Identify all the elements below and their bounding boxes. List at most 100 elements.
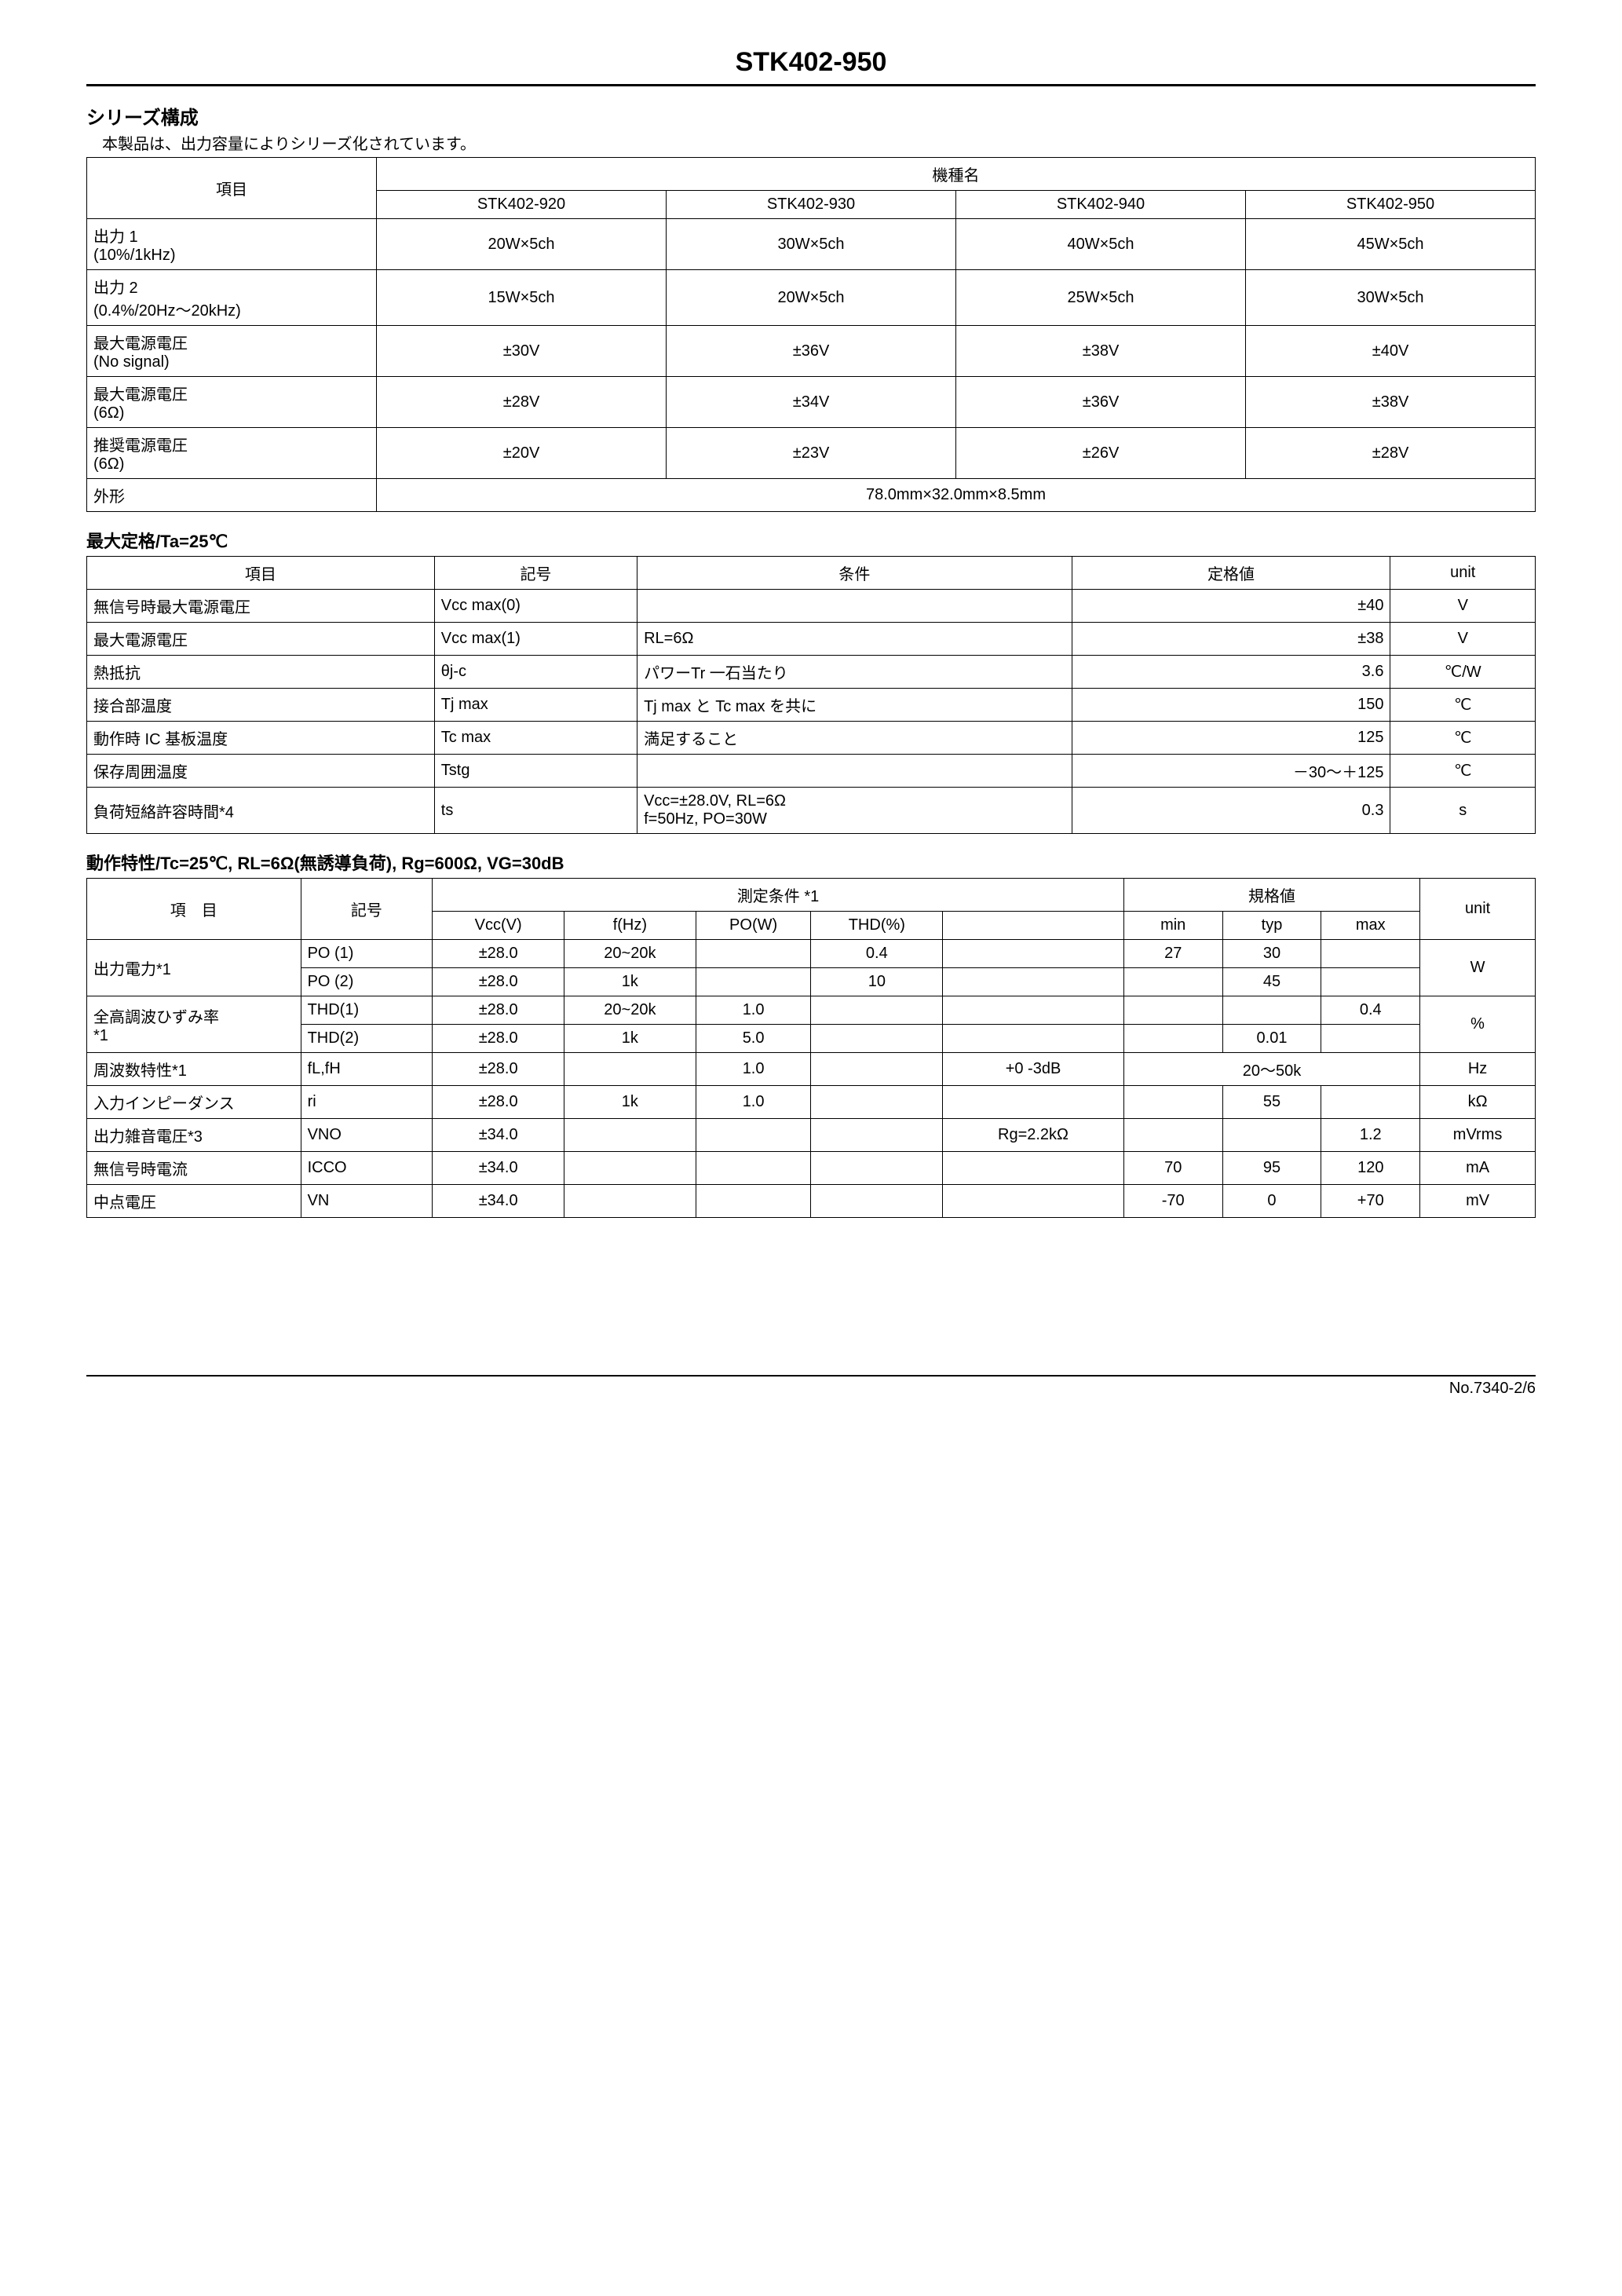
mr-unit: ℃ [1390, 722, 1536, 755]
series-row-val: ±28V [377, 377, 667, 428]
series-row-label: 推奨電源電圧(6Ω) [87, 428, 377, 479]
series-row-val: ±26V [956, 428, 1246, 479]
mr-unit: s [1390, 788, 1536, 834]
page-title: STK402-950 [86, 47, 1536, 86]
oc-typ: 0 [1222, 1185, 1321, 1218]
mr-val: 150 [1072, 689, 1390, 722]
oc-sym: THD(2) [301, 1025, 433, 1053]
mr-h-unit: unit [1390, 557, 1536, 590]
oc-unit: mVrms [1420, 1119, 1536, 1152]
oc-po [696, 1119, 811, 1152]
series-model: STK402-930 [667, 191, 956, 219]
oc-unit: mA [1420, 1152, 1536, 1185]
oc-sym: THD(1) [301, 996, 433, 1025]
opchar-title: 動作特性/Tc=25℃, RL=6Ω(無誘導負荷), Rg=600Ω, VG=3… [86, 850, 1536, 875]
oc-vcc: ±28.0 [433, 996, 564, 1025]
oc-sub-thd: THD(%) [811, 912, 943, 940]
oc-f: 1k [564, 968, 696, 996]
mr-unit: ℃/W [1390, 656, 1536, 689]
oc-sym: ri [301, 1086, 433, 1119]
oc-unit: kΩ [1420, 1086, 1536, 1119]
oc-item: 周波数特性*1 [87, 1053, 301, 1086]
series-subtitle: 本製品は、出力容量によりシリーズ化されています。 [102, 131, 1536, 154]
series-col-item: 項目 [87, 158, 377, 219]
oc-h-cond: 測定条件 *1 [433, 879, 1124, 912]
oc-po [696, 1152, 811, 1185]
series-row-val: 30W×5ch [667, 219, 956, 270]
oc-max [1321, 1086, 1420, 1119]
oc-typ: 45 [1222, 968, 1321, 996]
oc-po: 5.0 [696, 1025, 811, 1053]
oc-ex [943, 1185, 1124, 1218]
mr-val: 0.3 [1072, 788, 1390, 834]
oc-ex: Rg=2.2kΩ [943, 1119, 1124, 1152]
mr-h-cond: 条件 [637, 557, 1072, 590]
oc-max [1321, 968, 1420, 996]
oc-min: 27 [1123, 940, 1222, 968]
maxratings-table: 項目 記号 条件 定格値 unit 無信号時最大電源電圧Vcc max(0)±4… [86, 556, 1536, 834]
oc-f [564, 1152, 696, 1185]
series-row-val: ±38V [1246, 377, 1536, 428]
mr-cond: RL=6Ω [637, 623, 1072, 656]
oc-min [1123, 1086, 1222, 1119]
series-shape-val: 78.0mm×32.0mm×8.5mm [377, 479, 1536, 512]
opchar-table: 項 目 記号 測定条件 *1 規格値 unit Vcc(V) f(Hz) PO(… [86, 878, 1536, 1218]
oc-h-unit: unit [1420, 879, 1536, 940]
series-row-label: 出力 2(0.4%/20Hz～20kHz) [87, 270, 377, 326]
mr-cond: パワーTr 一石当たり [637, 656, 1072, 689]
oc-unit: mV [1420, 1185, 1536, 1218]
oc-sub-vcc: Vcc(V) [433, 912, 564, 940]
oc-item: 出力雑音電圧*3 [87, 1119, 301, 1152]
oc-f [564, 1119, 696, 1152]
oc-unit: W [1420, 940, 1536, 996]
oc-sub-po: PO(W) [696, 912, 811, 940]
mr-unit: V [1390, 623, 1536, 656]
oc-sym: fL,fH [301, 1053, 433, 1086]
series-row-val: ±20V [377, 428, 667, 479]
mr-h-val: 定格値 [1072, 557, 1390, 590]
mr-item: 熱抵抗 [87, 656, 435, 689]
series-table: 項目 機種名 STK402-920 STK402-930 STK402-940 … [86, 157, 1536, 512]
series-row-val: 40W×5ch [956, 219, 1246, 270]
series-model: STK402-920 [377, 191, 667, 219]
oc-sub-max: max [1321, 912, 1420, 940]
mr-cond: Vcc=±28.0V, RL=6Ωf=50Hz, PO=30W [637, 788, 1072, 834]
mr-item: 保存周囲温度 [87, 755, 435, 788]
oc-f: 1k [564, 1086, 696, 1119]
oc-thd [811, 1185, 943, 1218]
oc-thd: 10 [811, 968, 943, 996]
mr-cond: 満足すること [637, 722, 1072, 755]
oc-f: 1k [564, 1025, 696, 1053]
oc-h-sym: 記号 [301, 879, 433, 940]
oc-ex: +0 -3dB [943, 1053, 1124, 1086]
series-row-val: 25W×5ch [956, 270, 1246, 326]
mr-sym: Tj max [434, 689, 637, 722]
mr-sym: θj-c [434, 656, 637, 689]
mr-unit: V [1390, 590, 1536, 623]
oc-item: 入力インピーダンス [87, 1086, 301, 1119]
oc-max: 0.4 [1321, 996, 1420, 1025]
mr-val: －30～＋125 [1072, 755, 1390, 788]
oc-sub-ex [943, 912, 1124, 940]
oc-thd: 0.4 [811, 940, 943, 968]
series-model: STK402-950 [1246, 191, 1536, 219]
oc-f: 20~20k [564, 940, 696, 968]
mr-sym: Tc max [434, 722, 637, 755]
series-row-label: 出力 1(10%/1kHz) [87, 219, 377, 270]
oc-thd [811, 1086, 943, 1119]
series-title: シリーズ構成 [86, 102, 1536, 130]
oc-typ: 55 [1222, 1086, 1321, 1119]
oc-typ: 0.01 [1222, 1025, 1321, 1053]
oc-po [696, 1185, 811, 1218]
maxratings-title: 最大定格/Ta=25℃ [86, 528, 1536, 553]
series-row-label: 最大電源電圧(No signal) [87, 326, 377, 377]
series-row-val: ±36V [956, 377, 1246, 428]
oc-vcc: ±28.0 [433, 968, 564, 996]
series-row-val: 15W×5ch [377, 270, 667, 326]
oc-max: 120 [1321, 1152, 1420, 1185]
oc-sym: ICCO [301, 1152, 433, 1185]
mr-item: 無信号時最大電源電圧 [87, 590, 435, 623]
oc-typ: 30 [1222, 940, 1321, 968]
oc-thd [811, 1119, 943, 1152]
oc-min [1123, 996, 1222, 1025]
